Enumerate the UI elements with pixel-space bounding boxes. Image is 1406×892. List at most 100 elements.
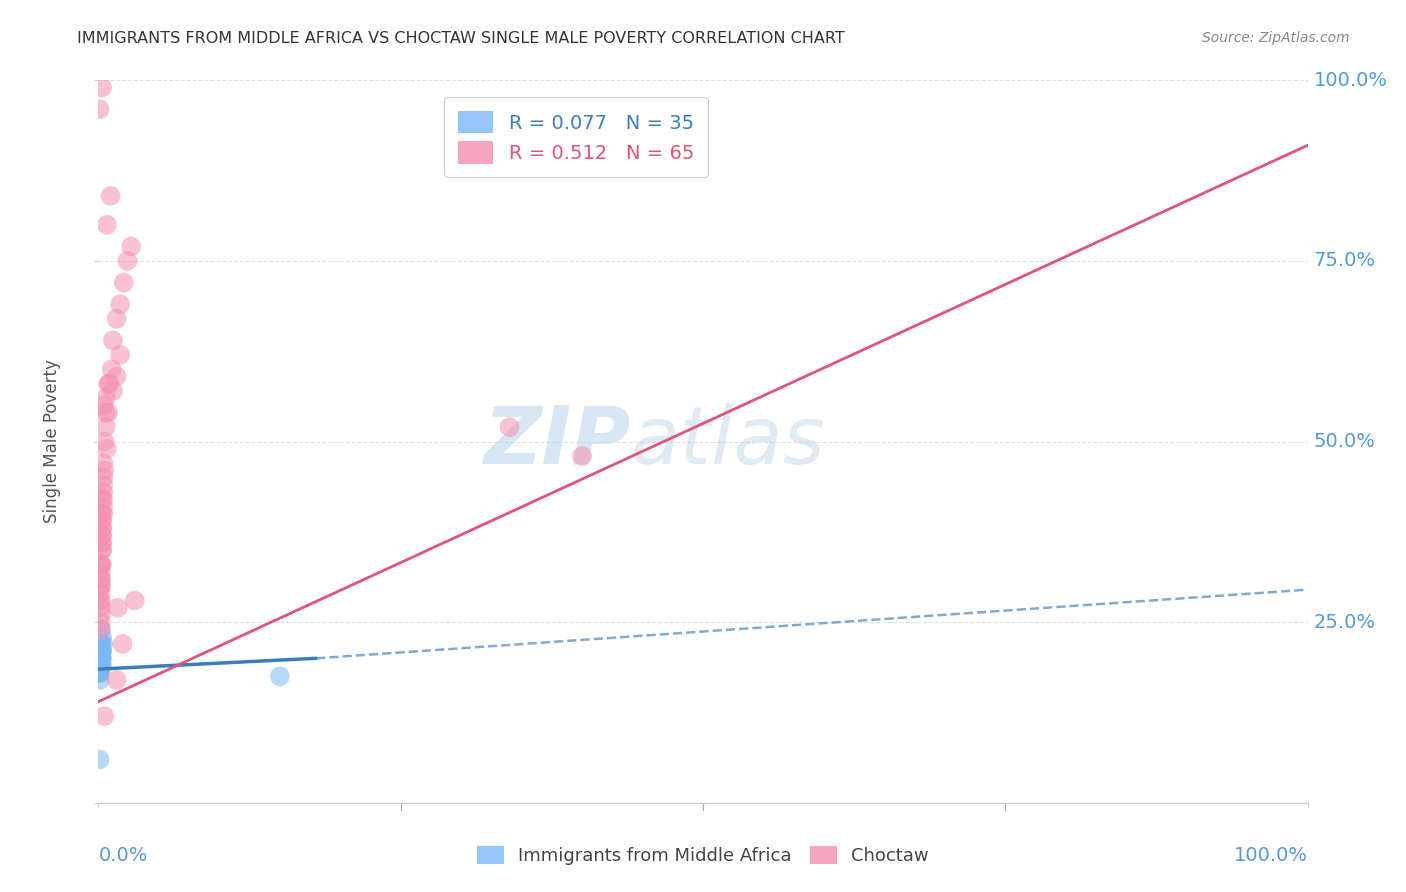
Point	[93, 463, 115, 477]
Point	[90, 558, 112, 572]
Text: 0.0%: 0.0%	[98, 847, 148, 865]
Point	[91, 528, 114, 542]
Point	[498, 420, 520, 434]
Text: 100.0%: 100.0%	[1233, 847, 1308, 865]
Point	[90, 644, 112, 658]
Point	[90, 637, 112, 651]
Point	[89, 752, 111, 766]
Point	[108, 348, 131, 362]
Point	[98, 376, 121, 391]
Point	[90, 586, 112, 600]
Point	[108, 297, 131, 311]
Legend: Immigrants from Middle Africa, Choctaw: Immigrants from Middle Africa, Choctaw	[468, 837, 938, 874]
Point	[111, 637, 134, 651]
Point	[90, 600, 112, 615]
Point	[124, 593, 146, 607]
Point	[105, 369, 128, 384]
Legend: R = 0.077   N = 35, R = 0.512   N = 65: R = 0.077 N = 35, R = 0.512 N = 65	[444, 97, 707, 178]
Point	[94, 420, 117, 434]
Point	[89, 658, 111, 673]
Point	[91, 485, 114, 500]
Point	[90, 623, 112, 637]
Point	[90, 579, 112, 593]
Point	[96, 218, 118, 232]
Point	[91, 558, 114, 572]
Point	[91, 500, 114, 514]
Point	[91, 492, 114, 507]
Point	[91, 470, 114, 484]
Point	[91, 637, 114, 651]
Point	[89, 658, 111, 673]
Point	[91, 492, 114, 507]
Point	[91, 507, 114, 521]
Point	[91, 80, 114, 95]
Point	[91, 507, 114, 521]
Point	[91, 658, 114, 673]
Point	[91, 514, 114, 528]
Point	[91, 514, 114, 528]
Point	[120, 239, 142, 253]
Point	[94, 391, 117, 405]
Text: 75.0%: 75.0%	[1313, 252, 1375, 270]
Point	[90, 565, 112, 579]
Point	[90, 637, 112, 651]
Point	[91, 456, 114, 470]
Point	[90, 644, 112, 658]
Point	[112, 276, 135, 290]
Point	[89, 658, 111, 673]
Point	[90, 651, 112, 665]
Point	[90, 558, 112, 572]
Point	[89, 644, 111, 658]
Point	[101, 384, 124, 398]
Point	[94, 406, 117, 420]
Point	[89, 665, 111, 680]
Point	[100, 189, 122, 203]
Point	[90, 637, 112, 651]
Point	[93, 434, 115, 449]
Point	[89, 593, 111, 607]
Point	[90, 651, 112, 665]
Point	[90, 651, 112, 665]
Point	[91, 542, 114, 557]
Point	[96, 442, 118, 456]
Text: Single Male Poverty: Single Male Poverty	[44, 359, 62, 524]
Point	[571, 449, 593, 463]
Point	[89, 651, 111, 665]
Point	[90, 658, 112, 673]
Point	[107, 600, 129, 615]
Text: ZIP: ZIP	[484, 402, 630, 481]
Text: IMMIGRANTS FROM MIDDLE AFRICA VS CHOCTAW SINGLE MALE POVERTY CORRELATION CHART: IMMIGRANTS FROM MIDDLE AFRICA VS CHOCTAW…	[77, 31, 845, 46]
Point	[90, 615, 112, 630]
Point	[91, 528, 114, 542]
Point	[90, 607, 112, 622]
Point	[93, 709, 115, 723]
Point	[90, 651, 112, 665]
Point	[97, 376, 120, 391]
Point	[105, 311, 128, 326]
Point	[90, 644, 112, 658]
Text: 50.0%: 50.0%	[1313, 432, 1375, 451]
Text: Source: ZipAtlas.com: Source: ZipAtlas.com	[1202, 31, 1350, 45]
Point	[90, 579, 112, 593]
Point	[117, 253, 139, 268]
Point	[100, 362, 122, 376]
Text: 100.0%: 100.0%	[1313, 70, 1388, 90]
Point	[91, 644, 114, 658]
Point	[90, 658, 112, 673]
Point	[89, 673, 111, 687]
Point	[91, 535, 114, 549]
Point	[90, 651, 112, 665]
Point	[89, 637, 111, 651]
Point	[89, 651, 111, 665]
Point	[91, 644, 114, 658]
Point	[91, 521, 114, 535]
Point	[89, 102, 111, 116]
Text: atlas: atlas	[630, 402, 825, 481]
Point	[105, 673, 128, 687]
Point	[89, 665, 111, 680]
Point	[90, 572, 112, 586]
Point	[91, 398, 114, 412]
Point	[89, 665, 111, 680]
Point	[91, 535, 114, 549]
Point	[89, 665, 111, 680]
